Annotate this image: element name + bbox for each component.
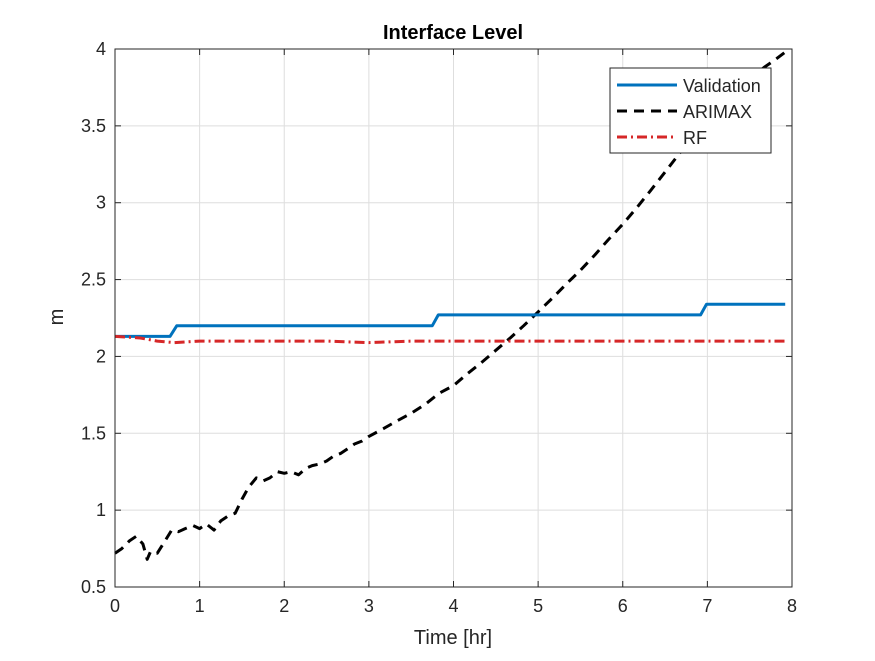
x-tick-label: 2: [279, 596, 289, 616]
y-tick-label: 2: [96, 346, 106, 366]
legend-label-arimax: ARIMAX: [683, 102, 752, 122]
chart-title: Interface Level: [383, 22, 523, 44]
x-tick-label: 1: [195, 596, 205, 616]
series-line-validation: [115, 302, 786, 338]
legend: Validation ARIMAX RF: [609, 67, 772, 154]
y-tick-label: 1.5: [81, 423, 106, 443]
y-tick-label: 2.5: [81, 270, 106, 290]
x-tick-label: 8: [787, 596, 797, 616]
axis-ticks: 0 1 2 3 4 5 6 7 8 0.5 1 1.5 2 2.5 3 3.5 4: [81, 39, 797, 616]
series-line-arimax: [114, 50, 787, 561]
y-tick-label: 3: [96, 193, 106, 213]
x-tick-label: 4: [448, 596, 458, 616]
x-tick-label: 3: [364, 596, 374, 616]
y-tick-label: 4: [96, 39, 106, 59]
x-tick-label: 6: [618, 596, 628, 616]
y-tick-label: 3.5: [81, 116, 106, 136]
legend-label-validation: Validation: [683, 76, 761, 96]
x-tick-label: 7: [702, 596, 712, 616]
y-tick-label: 1: [96, 500, 106, 520]
x-tick-label: 5: [533, 596, 543, 616]
x-tick-label: 0: [110, 596, 120, 616]
legend-label-rf: RF: [683, 128, 707, 148]
series-lines: [114, 50, 787, 561]
y-tick-label: 0.5: [81, 577, 106, 597]
y-axis-label: m: [46, 309, 68, 326]
x-axis-label: Time [hr]: [414, 627, 492, 649]
